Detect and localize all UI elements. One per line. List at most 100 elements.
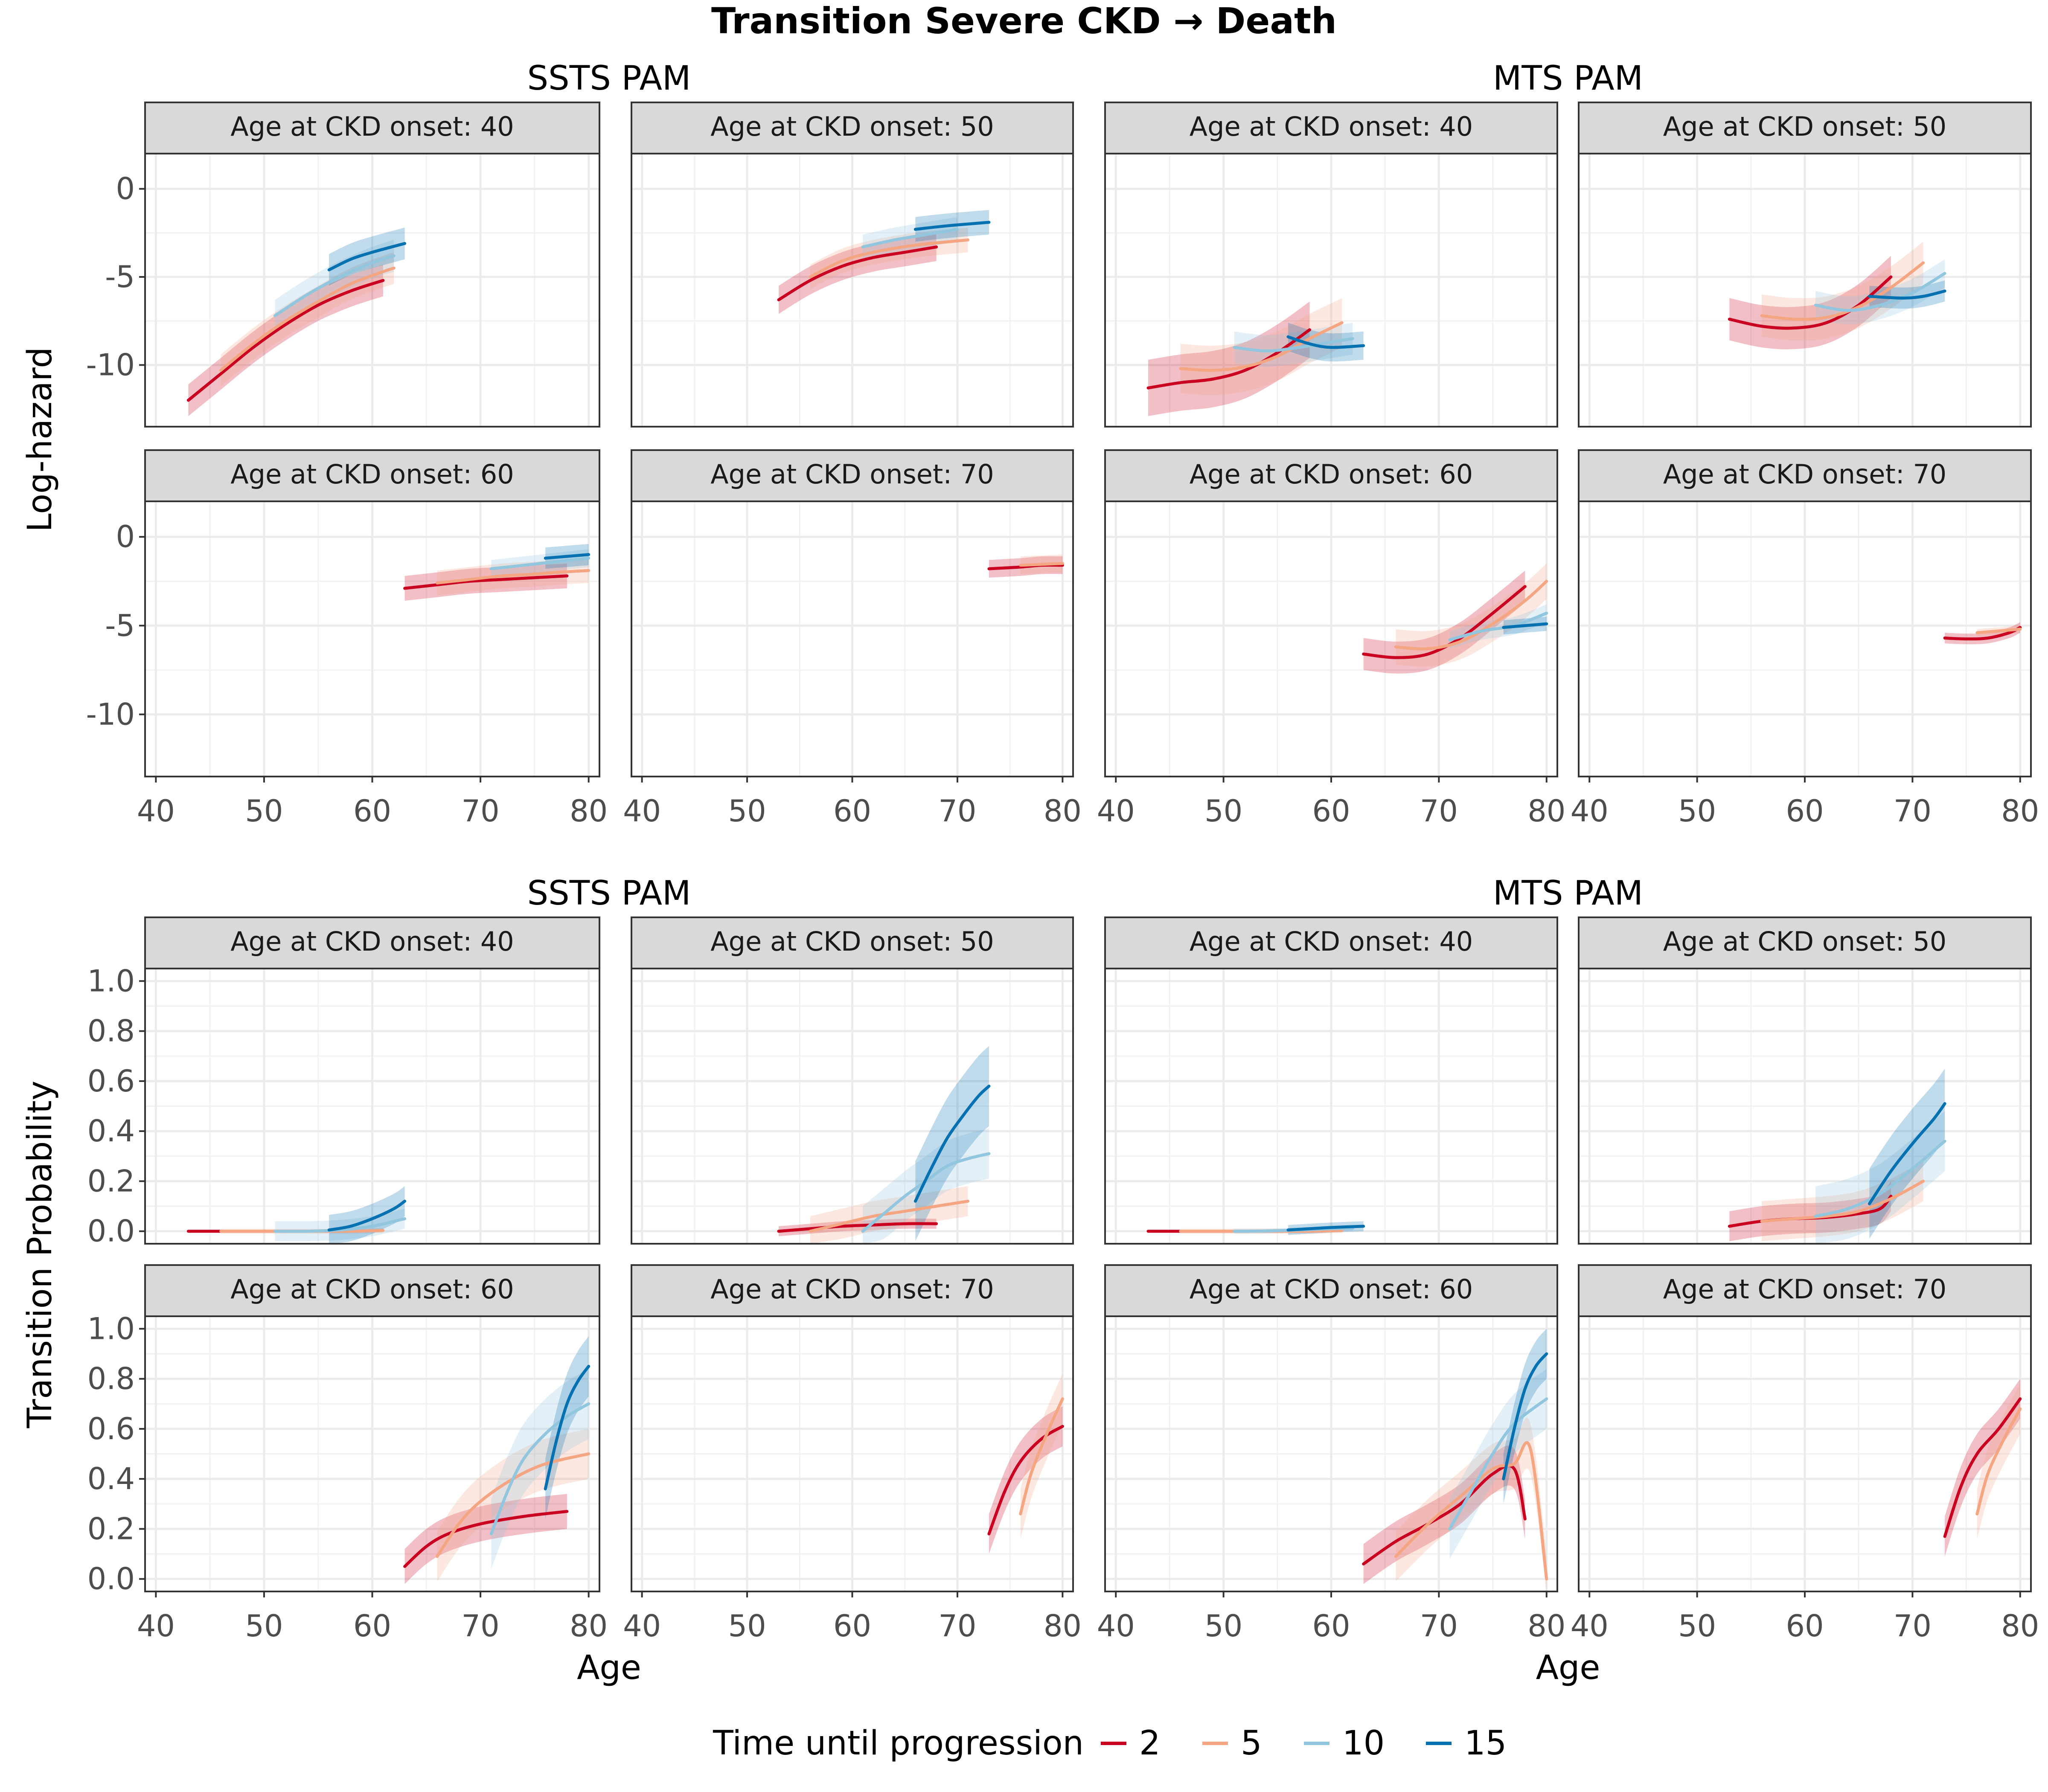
series-line-10 — [273, 1217, 407, 1233]
x-tick-label: 80 — [1044, 794, 1082, 829]
panel-border — [631, 968, 1074, 1245]
facet-panel: Age at CKD onset: 60 40 50 60 70 80 — [1097, 449, 1565, 829]
y-tick-label: 0.0 — [87, 1562, 135, 1597]
panel-border — [1104, 968, 1558, 1245]
facet-strip — [631, 1264, 1074, 1317]
ci-ribbon-5 — [1396, 1417, 1547, 1591]
ci-ribbon-2 — [1729, 1181, 1891, 1242]
facet-strip-label: Age at CKD onset: 70 — [710, 1274, 994, 1305]
series-line-15 — [1868, 1102, 1946, 1205]
series-line-2 — [403, 1510, 569, 1568]
panel-border — [144, 153, 600, 428]
series-line-15 — [1286, 1225, 1365, 1232]
facet-panel: Age at CKD onset: 40 0.0 0.2 0.4 0.6 0.8 1.0 — [87, 916, 600, 1249]
legend: Time until progression 2 5 10 15 — [713, 1724, 1507, 1763]
y-tick-label: -5 — [105, 259, 135, 294]
x-tick-label: 40 — [623, 1609, 661, 1644]
y-tick-label: 0 — [116, 519, 135, 554]
x-axis-label: Age — [1536, 1649, 1600, 1687]
legend-label-15: 15 — [1464, 1724, 1507, 1763]
facet-strip — [1578, 1264, 2032, 1317]
x-tick-label: 50 — [728, 794, 766, 829]
model-header: MTS PAM — [1493, 59, 1643, 98]
facet-strip-label: Age at CKD onset: 60 — [1190, 1274, 1473, 1305]
ci-ribbon-5 — [1762, 241, 1923, 341]
facet-strip — [1104, 1264, 1558, 1317]
facet-strip-label: Age at CKD onset: 60 — [230, 459, 514, 490]
y-tick-label: 0.8 — [87, 1361, 135, 1396]
ci-ribbon-5 — [1762, 1161, 1923, 1242]
series-line-15 — [1286, 335, 1365, 349]
ci-ribbon-2 — [404, 563, 567, 601]
x-tick-label: 70 — [938, 794, 976, 829]
ci-ribbon-15 — [1869, 1068, 1945, 1239]
y-tick-label: 0.4 — [87, 1114, 135, 1149]
series-line-2 — [1943, 1397, 2022, 1538]
y-tick-label: -10 — [86, 347, 135, 382]
facet-panel: Age at CKD onset: 70 40 50 60 70 80 — [623, 1264, 1082, 1644]
series-line-5 — [436, 569, 591, 585]
series-line-10 — [1814, 272, 1946, 312]
ci-ribbon-10 — [1815, 259, 1945, 325]
y-tick-label: 0.6 — [87, 1064, 135, 1099]
x-tick-label: 40 — [137, 1609, 175, 1644]
legend-label-5: 5 — [1241, 1724, 1262, 1763]
series-line-10 — [489, 556, 591, 570]
facet-strip — [1578, 449, 2032, 502]
facet-strip-label: Age at CKD onset: 40 — [1190, 926, 1473, 957]
facet-panel: Age at CKD onset: 60 40 50 60 70 80 — [1097, 1264, 1565, 1644]
facet-panel: Age at CKD onset: 50 — [631, 916, 1074, 1245]
x-axis-label: Age — [577, 1649, 641, 1687]
facet-panel: Age at CKD onset: 50 — [1578, 916, 2032, 1245]
x-tick-label: 50 — [1204, 1609, 1242, 1644]
x-tick-label: 40 — [1097, 794, 1135, 829]
series-line-5 — [809, 238, 970, 279]
ci-ribbon-10 — [863, 1129, 989, 1244]
ci-ribbon-10 — [1449, 604, 1547, 649]
series-line-15 — [1502, 1352, 1548, 1481]
y-tick-label: -5 — [105, 608, 135, 643]
x-tick-label: 50 — [245, 1609, 283, 1644]
series-line-10 — [1233, 337, 1354, 353]
facet-panel: Age at CKD onset: 70 40 50 60 70 80 — [623, 449, 1082, 829]
ci-ribbon-5 — [1396, 563, 1547, 667]
series-line-5 — [1975, 628, 2022, 634]
facet-panel: Age at CKD onset: 60 0.0 0.2 0.4 0.6 0.8 1.0 40… — [87, 1264, 608, 1644]
facet-strip — [144, 1264, 600, 1317]
panel-group-bottom: Transition Probability SSTS PAM MTS PAM Age… — [21, 874, 2039, 1687]
x-tick-label: 70 — [462, 794, 500, 829]
y-tick-label: 0.0 — [87, 1214, 135, 1249]
x-tick-label: 70 — [1894, 794, 1932, 829]
facet-strip-label: Age at CKD onset: 50 — [710, 111, 994, 142]
x-tick-label: 40 — [137, 794, 175, 829]
y-tick-label: 0 — [116, 172, 135, 207]
model-header: MTS PAM — [1493, 874, 1643, 913]
facet-panel: Age at CKD onset: 40 -10 -5 0 — [86, 102, 600, 428]
x-tick-label: 80 — [1044, 1609, 1082, 1644]
series-line-2 — [1728, 275, 1893, 330]
series-line-5 — [219, 266, 396, 372]
panel-border — [631, 153, 1074, 428]
ci-ribbon-2 — [188, 265, 383, 416]
legend-label-2: 2 — [1139, 1724, 1161, 1763]
series-line-15 — [327, 242, 407, 271]
series-line-5 — [1760, 1179, 1925, 1223]
x-tick-label: 80 — [570, 1609, 608, 1644]
x-tick-label: 80 — [2001, 794, 2039, 829]
ci-ribbon-5 — [1020, 1373, 1063, 1539]
series-line-10 — [861, 228, 959, 249]
series-line-5 — [809, 1199, 970, 1233]
y-tick-label: 0.6 — [87, 1411, 135, 1446]
panel-border — [1104, 153, 1558, 428]
panel-border — [1578, 153, 2032, 428]
series-line-5 — [1019, 562, 1064, 567]
series-line-2 — [403, 574, 569, 590]
legend-label-10: 10 — [1342, 1724, 1385, 1763]
legend-title: Time until progression — [713, 1724, 1084, 1763]
series-line-5 — [1394, 1441, 1548, 1581]
x-tick-label: 60 — [1312, 1609, 1350, 1644]
facet-strip-label: Age at CKD onset: 40 — [230, 926, 514, 957]
series-line-10 — [1814, 1140, 1946, 1218]
x-tick-label: 40 — [623, 794, 661, 829]
